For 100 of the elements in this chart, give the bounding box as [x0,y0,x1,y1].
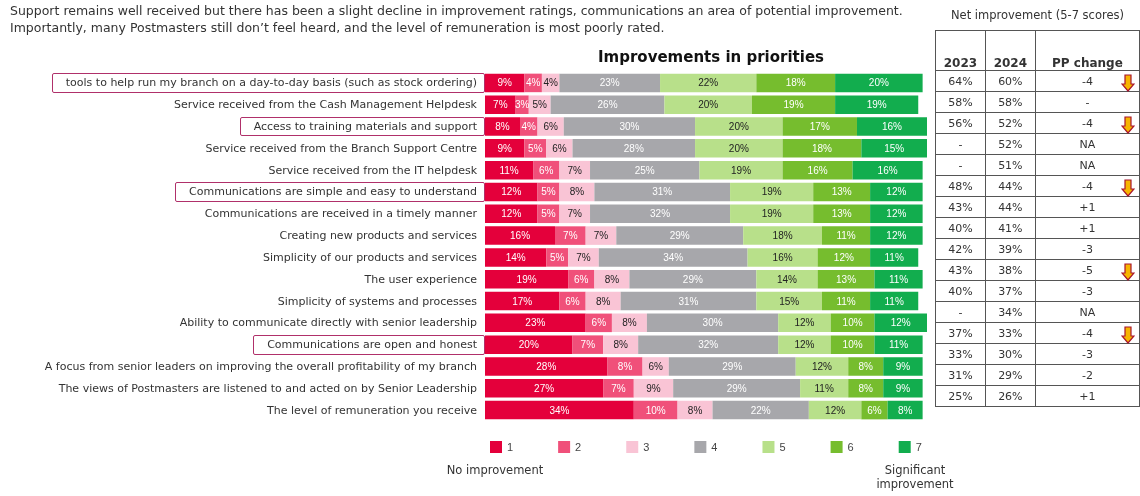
bar [660,73,757,93]
text: 60% [998,74,1023,88]
data-label: 8% [617,360,633,372]
data-label: 34% [549,404,570,416]
data-label: 19% [731,164,752,176]
bar [730,182,814,202]
data-label: 13% [831,186,852,198]
data-label: 8% [687,404,703,416]
bar [485,335,573,354]
data-label: 9% [895,360,911,372]
text: 29% [998,368,1023,382]
bar [883,379,923,398]
legend-label: 6 [847,441,854,453]
text: -4 [1081,179,1093,193]
data-label: 18% [772,230,793,242]
y-tick-label: Access to training materials and support [253,120,478,134]
data-label: 6% [867,404,882,416]
data-label: 12% [833,251,854,263]
bar [633,379,674,398]
y-tick-label: Communications are open and honest [267,338,478,352]
data-label: 9% [497,77,513,89]
data-label: 30% [619,121,640,133]
data-label: 8% [495,121,510,133]
data-label: 6% [591,317,607,329]
data-label: 7% [567,208,583,220]
text: -4 [1081,116,1093,130]
bar [664,95,752,114]
text: 37% [998,284,1023,298]
data-label: 16% [510,230,531,242]
chart-title: Improvements in priorities [598,47,825,66]
data-label: 16% [881,121,903,133]
bar [883,357,923,376]
data-label: 20% [868,77,889,89]
legend-label: 4 [711,441,718,453]
bar [730,204,814,224]
data-label: 20% [698,99,719,111]
text: NA [1079,305,1096,319]
category-label: 2023 [935,30,986,71]
bar [607,357,643,376]
data-label: 8% [613,339,628,351]
bar [673,379,801,398]
bar [712,400,809,420]
bar [861,139,927,158]
text: 58% [948,95,973,109]
text: 56% [948,116,973,130]
data-label: 6% [648,360,664,372]
bar [695,139,783,158]
y-tick-label: Simplicity of our products and services [263,250,478,264]
data-label: 4% [543,77,558,89]
data-label: 32% [698,339,719,351]
data-label: 7% [563,230,578,242]
bar [590,160,700,180]
bar [747,248,818,267]
data-label: 7% [493,99,508,111]
text: NA [1079,137,1096,151]
text: +1 [1079,221,1096,235]
bar [485,226,556,245]
data-label: 22% [750,404,771,416]
data-label: 6% [543,121,558,133]
text: 40% [948,284,973,298]
text: 42% [948,242,973,256]
data-label: 28% [536,360,557,372]
text: - [958,305,963,319]
data-label: 22% [698,77,719,89]
bar [616,226,744,245]
category-label: 2024 [985,30,1036,71]
text: 34% [998,305,1023,319]
data-label: 11% [888,273,909,285]
category-label: PP change [1035,30,1140,71]
bar [568,248,599,267]
data-label: 29% [722,360,743,372]
legend-label: 5 [779,441,786,453]
bar [594,182,731,202]
text: 51% [998,158,1023,172]
bar [695,117,783,136]
text: 30% [998,347,1023,361]
data-label: 25% [634,164,655,176]
text: -3 [1081,347,1093,361]
data-label: 12% [825,404,846,416]
data-label: 28% [623,142,644,154]
data-label: 5% [528,142,543,154]
y-tick-label: The level of remuneration you receive [266,403,478,417]
text: 41% [998,221,1023,235]
data-label: 11% [499,164,519,176]
bar [485,379,604,398]
data-label: 8% [604,273,620,285]
bar [699,160,783,180]
bar [559,73,661,93]
bar [870,226,923,245]
data-label: 7% [580,339,596,351]
data-label: 11% [836,295,856,307]
data-label: 23% [599,77,620,89]
data-label: 7% [611,382,626,394]
data-label: 11% [814,382,834,394]
data-label: 12% [794,339,815,351]
data-label: 11% [836,230,856,242]
data-label: 13% [836,273,857,285]
text: 52% [998,137,1023,151]
y-tick-label: tools to help run my branch on a day-to-day basis (such as stock ordering) [65,76,477,90]
text: -4 [1081,326,1093,340]
